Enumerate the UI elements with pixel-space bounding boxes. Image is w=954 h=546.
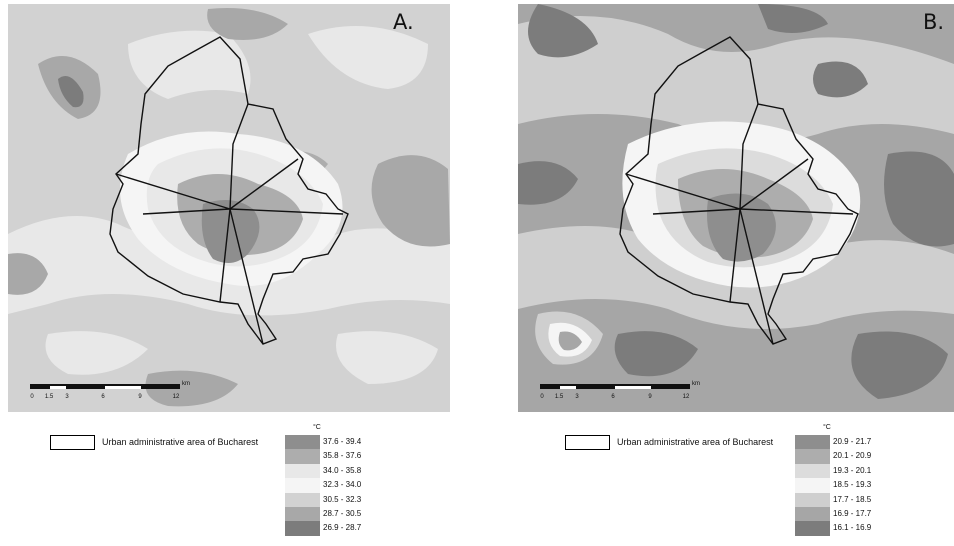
boundary-swatch bbox=[50, 435, 95, 450]
legend-class-label: 26.9 - 28.7 bbox=[323, 523, 362, 533]
legend-class: 35.8 - 37.6 bbox=[285, 449, 365, 464]
bucharest-boundary-b bbox=[619, 36, 859, 345]
scale-bar-track bbox=[540, 384, 690, 389]
legend-swatch bbox=[795, 492, 830, 507]
legend-class: 17.7 - 18.5 bbox=[795, 492, 875, 507]
legend-class-label: 20.1 - 20.9 bbox=[833, 451, 872, 461]
panel-letter: B. bbox=[923, 10, 945, 34]
panel-b: B. km 0 1.5 3 6 9 12 Urban administrativ… bbox=[477, 0, 954, 546]
legend-swatch bbox=[285, 521, 320, 536]
scale-bar: km 0 1.5 3 6 9 12 bbox=[30, 381, 200, 412]
legend-swatch bbox=[795, 521, 830, 536]
legend-class: 28.7 - 30.5 bbox=[285, 506, 365, 522]
legend-class: 30.5 - 32.3 bbox=[285, 492, 365, 507]
legend-class-label: 19.3 - 20.1 bbox=[833, 465, 872, 475]
scale-tick: 12 bbox=[682, 394, 690, 400]
legend-class-label: 35.8 - 37.6 bbox=[323, 451, 362, 461]
scale-tick: 9 bbox=[138, 394, 142, 400]
legend-class: 26.9 - 28.7 bbox=[285, 521, 365, 536]
scale-bar-track bbox=[30, 384, 180, 389]
legend-class: 34.0 - 35.8 bbox=[285, 463, 365, 479]
temperature-legend: 37.6 - 39.4 35.8 - 37.6 34.0 - 35.8 32.3… bbox=[285, 435, 365, 536]
scale-tick: 1.5 bbox=[554, 394, 564, 400]
legend-class: 16.9 - 17.7 bbox=[795, 506, 875, 522]
legend-class-label: 34.0 - 35.8 bbox=[323, 465, 362, 475]
bucharest-boundary-a bbox=[109, 36, 349, 345]
legend-class-label: 18.5 - 19.3 bbox=[833, 480, 872, 490]
legend-class-label: 20.9 - 21.7 bbox=[833, 437, 872, 446]
legend-class: 19.3 - 20.1 bbox=[795, 463, 875, 479]
panel-a: A. km 0 1.5 3 6 9 12 Urban administrativ… bbox=[0, 0, 470, 546]
scale-bar: km 0 1.5 3 6 9 12 bbox=[540, 381, 710, 412]
legend-class: 18.5 - 19.3 bbox=[795, 478, 875, 493]
scale-tick: 12 bbox=[172, 394, 180, 400]
legend-swatch bbox=[285, 435, 320, 450]
legend-swatch bbox=[285, 478, 320, 493]
map-b: B. km 0 1.5 3 6 9 12 bbox=[518, 4, 954, 412]
legend-class-label: 30.5 - 32.3 bbox=[323, 494, 362, 504]
legend-class: 20.1 - 20.9 bbox=[795, 449, 875, 464]
legend-class-label: 37.6 - 39.4 bbox=[323, 437, 362, 446]
legend-unit: °C bbox=[313, 424, 321, 431]
scale-tick: 9 bbox=[648, 394, 652, 400]
legend-class-label: 28.7 - 30.5 bbox=[323, 508, 362, 518]
legend-class: 16.1 - 16.9 bbox=[795, 521, 875, 536]
legend-class-label: 16.1 - 16.9 bbox=[833, 523, 872, 533]
scale-tick: 6 bbox=[611, 394, 615, 400]
legend-class: 20.9 - 21.7 bbox=[795, 435, 875, 450]
legend-swatch bbox=[795, 463, 830, 479]
legend-swatch bbox=[285, 449, 320, 464]
scale-tick: 1.5 bbox=[44, 394, 54, 400]
boundary-legend: Urban administrative area of Bucharest bbox=[565, 435, 795, 451]
scale-tick: 0 bbox=[30, 394, 34, 400]
scale-tick: 3 bbox=[575, 394, 579, 400]
legend-class: 32.3 - 34.0 bbox=[285, 478, 365, 493]
legend-class-label: 32.3 - 34.0 bbox=[323, 480, 362, 490]
legend-swatch bbox=[285, 463, 320, 479]
boundary-swatch bbox=[565, 435, 610, 450]
temperature-legend: 20.9 - 21.7 20.1 - 20.9 19.3 - 20.1 18.5… bbox=[795, 435, 875, 536]
legend-swatch bbox=[795, 435, 830, 450]
scale-tick: 6 bbox=[101, 394, 105, 400]
legend-unit: °C bbox=[823, 424, 831, 431]
legend-swatch bbox=[285, 506, 320, 522]
panel-letter: A. bbox=[393, 10, 414, 34]
boundary-legend: Urban administrative area of Bucharest bbox=[50, 435, 290, 451]
map-a: A. km 0 1.5 3 6 9 12 bbox=[8, 4, 450, 412]
scale-unit: km bbox=[692, 381, 700, 387]
scale-tick: 0 bbox=[540, 394, 544, 400]
legend-swatch bbox=[795, 506, 830, 522]
legend-class: 37.6 - 39.4 bbox=[285, 435, 365, 450]
legend-class-label: 17.7 - 18.5 bbox=[833, 494, 872, 504]
legend-swatch bbox=[795, 478, 830, 493]
legend-swatch bbox=[285, 492, 320, 507]
legend-swatch bbox=[795, 449, 830, 464]
scale-tick: 3 bbox=[65, 394, 69, 400]
legend-class-label: 16.9 - 17.7 bbox=[833, 508, 872, 518]
scale-unit: km bbox=[182, 381, 190, 387]
boundary-legend-label: Urban administrative area of Bucharest bbox=[617, 437, 774, 447]
boundary-legend-label: Urban administrative area of Bucharest bbox=[102, 437, 259, 447]
